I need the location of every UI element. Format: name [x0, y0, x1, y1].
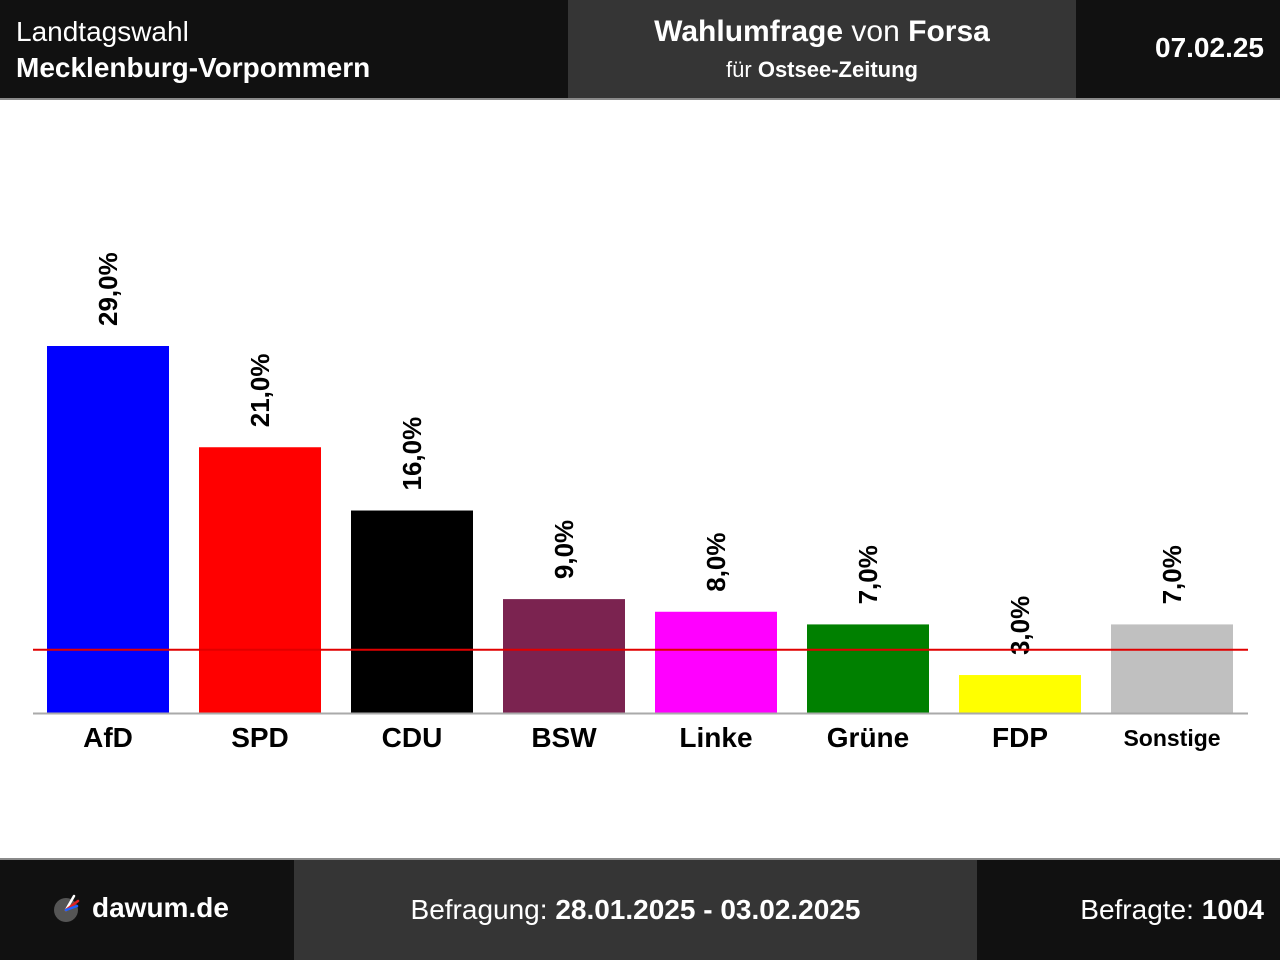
client-prefix: für — [726, 57, 752, 82]
value-label: 7,0% — [853, 545, 883, 604]
category-label: Grüne — [827, 722, 909, 753]
bar-sonstige — [1111, 624, 1233, 713]
category-label: Sonstige — [1123, 725, 1220, 751]
poll-bar-chart: 29,0% AfD 21,0% SPD 16,0% CDU 9,0% BSW 8,0% Linke… — [33, 252, 1248, 753]
poll-title-connector: von — [851, 15, 900, 48]
header-divider — [0, 98, 1280, 100]
bar-grüne — [807, 624, 929, 713]
value-label: 9,0% — [549, 520, 579, 579]
election-state: Mecklenburg-Vorpommern — [16, 52, 371, 83]
client-name: Ostsee-Zeitung — [757, 57, 918, 82]
poll-title: Wahlumfrage von Forsa — [568, 14, 1076, 50]
value-label: 8,0% — [701, 532, 731, 591]
category-label: FDP — [992, 722, 1048, 753]
category-label: Linke — [679, 722, 752, 753]
election-type: Landtagswahl — [16, 16, 189, 47]
value-label: 3,0% — [1005, 596, 1035, 655]
category-label: CDU — [382, 722, 443, 753]
poll-info: Wahlumfrage von Forsa für Ostsee-Zeitung — [568, 0, 1076, 98]
header-bar: Landtagswahl Mecklenburg-Vorpommern Wahl… — [0, 0, 1280, 98]
poll-title-word: Wahlumfrage — [654, 15, 844, 48]
category-label: AfD — [83, 722, 133, 753]
value-label: 16,0% — [397, 417, 427, 491]
brand-name: dawum.de — [92, 892, 229, 923]
category-label: SPD — [231, 722, 289, 753]
poll-institute: Forsa — [908, 15, 990, 48]
footer-divider — [0, 858, 1280, 861]
dawum-logo-icon — [54, 894, 80, 922]
respondents-label: Befragte: — [1080, 894, 1194, 925]
footer-bar: dawum.de Befragung: 28.01.2025 - 03.02.2… — [0, 860, 1280, 960]
bar-spd — [199, 447, 321, 713]
bar-fdp — [959, 675, 1081, 713]
poll-client: für Ostsee-Zeitung — [568, 56, 1076, 84]
category-label: BSW — [531, 722, 597, 753]
survey-period-value: 28.01.2025 - 03.02.2025 — [555, 894, 861, 925]
value-label: 29,0% — [93, 252, 123, 326]
respondents: Befragte: 1004 — [1080, 892, 1264, 928]
bar-afd — [47, 346, 169, 713]
election-title: Landtagswahl Mecklenburg-Vorpommern — [16, 14, 370, 86]
survey-period: Befragung: 28.01.2025 - 03.02.2025 — [294, 860, 977, 960]
respondents-count: 1004 — [1201, 894, 1264, 925]
publication-date: 07.02.25 — [1155, 32, 1264, 63]
bar-linke — [655, 611, 777, 713]
brand[interactable]: dawum.de — [52, 888, 229, 928]
value-label: 21,0% — [245, 354, 275, 428]
survey-period-label: Befragung: — [410, 894, 548, 925]
value-label: 7,0% — [1157, 545, 1187, 604]
bar-bsw — [503, 599, 625, 713]
bar-cdu — [351, 510, 473, 713]
